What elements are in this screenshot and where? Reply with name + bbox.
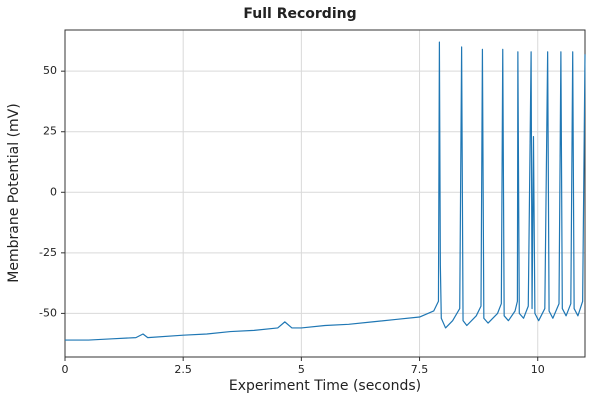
trace-line xyxy=(65,41,586,341)
x-tick-label: 0 xyxy=(62,363,69,376)
y-tick-label: 50 xyxy=(43,64,57,77)
x-tick-label: 7.5 xyxy=(411,363,429,376)
y-tick-label: -50 xyxy=(39,306,57,319)
y-tick-label: 0 xyxy=(50,185,57,198)
x-axis-label: Experiment Time (seconds) xyxy=(229,378,421,394)
chart-title: Full Recording xyxy=(243,6,356,22)
y-axis-label: Membrane Potential (mV) xyxy=(6,103,22,282)
x-tick-label: 10 xyxy=(531,363,545,376)
plot-frame xyxy=(64,29,586,358)
y-tick-label: 25 xyxy=(43,125,57,138)
x-tick-label: 2.5 xyxy=(174,363,192,376)
x-tick-label: 5 xyxy=(298,363,305,376)
y-tick-label: -25 xyxy=(39,246,57,259)
